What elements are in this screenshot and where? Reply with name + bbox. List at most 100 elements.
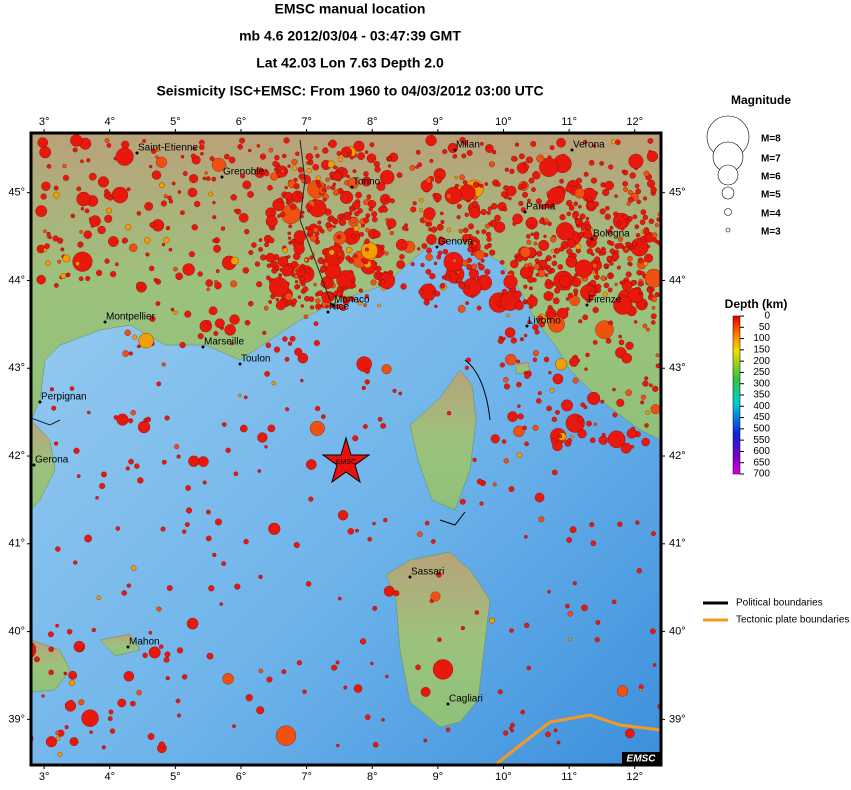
quake-dot xyxy=(577,429,587,439)
depth-label: 150 xyxy=(753,344,770,355)
quake-dot xyxy=(284,356,290,362)
quake-dot xyxy=(262,330,267,335)
quake-dot xyxy=(221,561,227,566)
quake-dot xyxy=(63,671,68,676)
quake-dot xyxy=(321,187,327,193)
quake-dot xyxy=(68,670,78,680)
quake-dot xyxy=(364,368,370,374)
quake-dot xyxy=(472,181,480,188)
quake-dot xyxy=(637,280,644,287)
quake-dot xyxy=(153,277,158,282)
quake-dot xyxy=(640,394,646,400)
quake-dot xyxy=(565,603,570,609)
quake-dot xyxy=(244,228,250,235)
quake-dot xyxy=(486,210,491,215)
quake-dot xyxy=(612,412,618,418)
quake-dot xyxy=(111,186,129,204)
quake-dot xyxy=(233,471,239,477)
lon-label: 7° xyxy=(301,771,312,783)
quake-dot xyxy=(60,273,67,279)
quake-dot xyxy=(137,344,141,349)
quake-dot xyxy=(516,381,522,388)
quake-dot xyxy=(298,173,305,180)
magnitude-circle xyxy=(724,208,732,216)
logo: EMSC xyxy=(627,754,657,765)
quake-dot xyxy=(506,313,510,318)
quake-dot xyxy=(73,447,80,454)
quake-dot xyxy=(417,247,421,251)
quake-dot xyxy=(519,246,531,258)
quake-dot xyxy=(57,237,64,244)
quake-dot xyxy=(325,222,332,229)
quake-dot xyxy=(634,183,640,189)
lon-label: 9° xyxy=(433,771,444,783)
quake-dot xyxy=(510,722,515,728)
quake-dot xyxy=(646,287,652,293)
quake-dot xyxy=(398,391,403,396)
quake-dot xyxy=(136,689,142,696)
quake-dot xyxy=(366,194,372,200)
quake-dot xyxy=(387,157,392,162)
quake-dot xyxy=(532,350,539,357)
quake-dot xyxy=(289,203,297,210)
quake-dot xyxy=(382,206,388,213)
quake-dot xyxy=(556,740,561,745)
quake-dot xyxy=(70,134,83,147)
quake-dot xyxy=(381,718,385,722)
quake-dot xyxy=(107,195,114,201)
quake-dot xyxy=(115,262,119,267)
quake-dot xyxy=(572,581,577,586)
quake-dot xyxy=(369,142,375,148)
quake-dot xyxy=(372,605,378,611)
quake-dot xyxy=(567,292,574,299)
quake-dot xyxy=(160,526,166,532)
quake-dot xyxy=(432,659,454,680)
quake-dot xyxy=(625,389,632,396)
quake-dot xyxy=(76,474,81,479)
quake-dot xyxy=(591,252,595,257)
quake-dot xyxy=(309,234,317,242)
quake-dot xyxy=(547,589,551,594)
quake-dot xyxy=(646,244,651,249)
legend-title: Magnitude xyxy=(731,93,791,107)
quake-dot xyxy=(598,251,603,256)
quake-dot xyxy=(456,203,462,209)
quake-dot xyxy=(565,297,570,301)
quake-dot xyxy=(352,169,357,174)
quake-dot xyxy=(467,246,473,253)
magnitude-label: M=4 xyxy=(761,209,781,220)
quake-dot xyxy=(468,223,474,230)
quake-dot xyxy=(377,416,383,422)
quake-dot xyxy=(296,660,302,666)
quake-dot xyxy=(364,379,370,385)
quake-dot xyxy=(313,321,319,327)
quake-dot xyxy=(492,149,497,155)
quake-dot xyxy=(577,416,584,423)
quake-dot xyxy=(470,294,475,299)
quake-dot xyxy=(476,478,483,485)
city-label: Cagliari xyxy=(449,694,483,705)
quake-dot xyxy=(615,139,621,145)
quake-dot xyxy=(115,147,134,166)
quake-dot xyxy=(634,224,640,230)
quake-dot xyxy=(271,381,276,386)
quake-dot xyxy=(609,225,614,230)
quake-dot xyxy=(53,283,59,288)
quake-dot xyxy=(513,425,525,438)
quake-dot xyxy=(458,228,464,234)
quake-dot xyxy=(350,279,355,283)
quake-dot xyxy=(136,211,142,216)
quake-dot xyxy=(646,327,650,332)
quake-dot xyxy=(457,305,466,313)
quake-dot xyxy=(48,669,54,676)
quake-dot xyxy=(532,323,539,331)
quake-dot xyxy=(291,260,299,268)
quake-dot xyxy=(600,275,607,281)
quake-dot xyxy=(464,212,469,217)
quake-dot xyxy=(529,225,535,230)
quake-dot xyxy=(644,376,649,381)
city-label: Marseille xyxy=(204,337,244,348)
quake-dot xyxy=(331,664,338,671)
quake-dot xyxy=(583,171,589,177)
quake-dot xyxy=(629,172,636,179)
